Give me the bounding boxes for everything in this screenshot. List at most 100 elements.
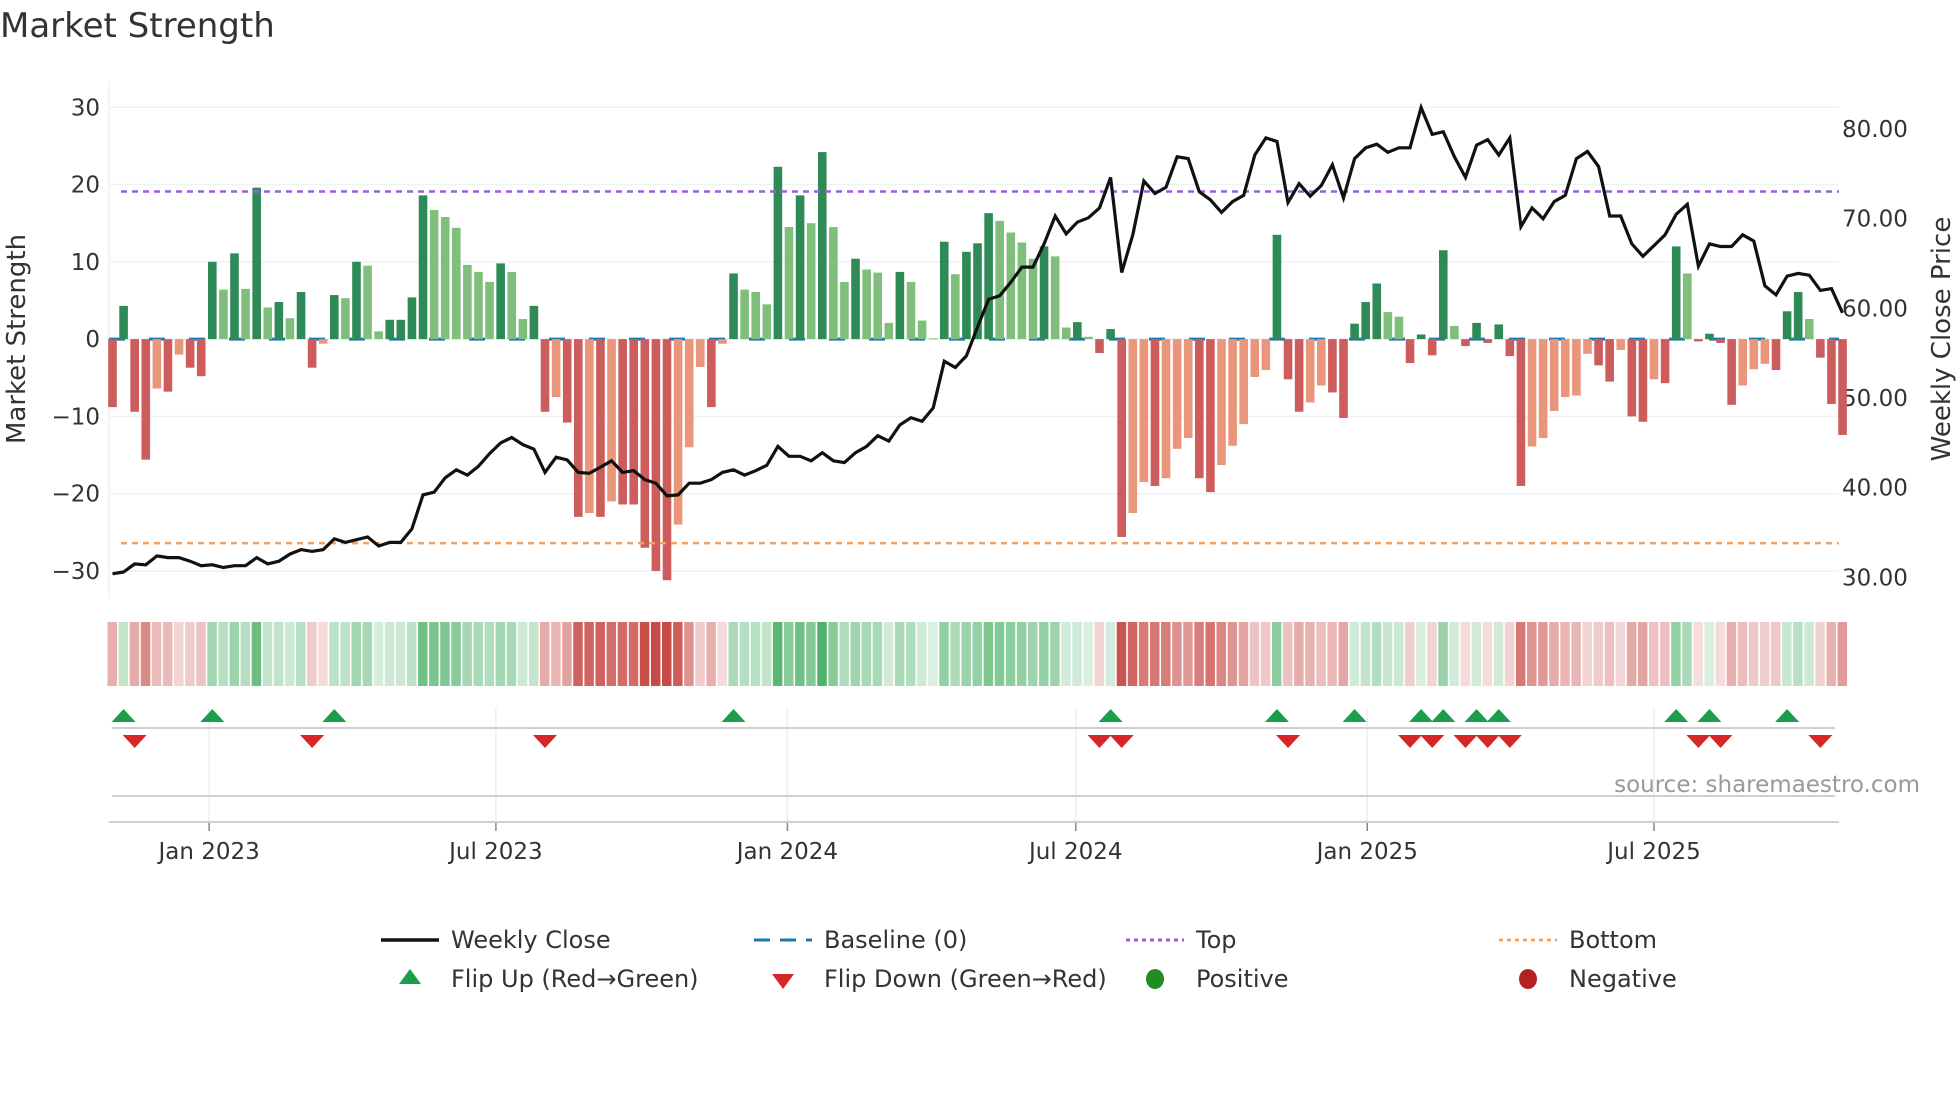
x-tick-label: Jul 2024	[1027, 839, 1123, 865]
strength-bar	[562, 339, 572, 423]
strength-bar	[1560, 339, 1570, 398]
strength-bar	[1139, 339, 1149, 483]
strength-strip-cell	[517, 622, 528, 686]
y2-tick-label: 80.00	[1842, 117, 1908, 143]
strength-strip-cell	[1793, 622, 1803, 686]
strength-strip-cell	[1660, 622, 1670, 686]
strength-strip-cell	[728, 622, 739, 686]
strength-strip-cell	[418, 622, 428, 686]
strength-strip-cell	[1116, 622, 1127, 686]
strength-strip-cell	[484, 622, 495, 686]
flip-down-marker	[533, 735, 558, 748]
strength-bar	[1461, 339, 1470, 347]
strength-strip-cell	[917, 622, 927, 686]
flip-up-marker	[1264, 709, 1289, 722]
x-tick-label: Jul 2025	[1605, 839, 1701, 865]
source-credit: source: sharemaestro.com	[1614, 772, 1920, 798]
strength-strip-cell	[473, 622, 483, 686]
strength-bar	[1006, 232, 1016, 340]
strength-bar	[1294, 339, 1304, 412]
strength-strip-cell	[894, 622, 905, 686]
flip-up-marker	[1664, 709, 1689, 722]
strength-bar	[1671, 246, 1681, 340]
strength-strip-cell	[1515, 622, 1526, 686]
strength-bar	[1716, 339, 1725, 343]
strength-strip-cell	[1327, 622, 1337, 686]
strength-strip-cell	[1127, 622, 1138, 686]
strength-bar	[851, 258, 860, 340]
strength-strip-cell	[1094, 622, 1105, 686]
strength-bar	[1439, 250, 1448, 340]
strength-strip-cell	[351, 622, 361, 686]
strength-bar	[108, 339, 117, 408]
strength-bar	[1705, 333, 1714, 340]
flip-up-marker	[200, 709, 225, 722]
strength-bar	[1328, 339, 1337, 393]
strength-bar	[485, 281, 494, 340]
flip-up-marker	[1342, 709, 1367, 722]
strength-bar	[241, 288, 250, 340]
strength-bar	[1694, 339, 1703, 342]
strength-strip-cell	[573, 622, 583, 686]
strength-bar	[1549, 339, 1559, 411]
strength-bar	[1405, 339, 1415, 364]
flip-up-marker	[1431, 709, 1456, 722]
strength-strip-cell	[684, 622, 694, 686]
strength-bar	[651, 339, 661, 571]
strength-strip-cell	[1482, 622, 1493, 686]
strength-strip-cell	[429, 622, 439, 686]
strength-bar	[840, 281, 849, 340]
strength-strip-cell	[861, 622, 872, 686]
strength-strip-cell	[1582, 622, 1592, 686]
y-axis-label: Market Strength	[2, 234, 32, 444]
strength-strip-cell	[340, 622, 350, 686]
x-tick-label: Jan 2023	[156, 839, 259, 865]
strength-bar	[1827, 339, 1836, 405]
flip-down-marker	[300, 735, 325, 748]
strength-strip-cell	[1682, 622, 1692, 686]
y-tick-label: −30	[51, 559, 100, 585]
strength-strip-cell	[928, 622, 938, 686]
strength-bar	[762, 304, 772, 340]
strength-strip-cell	[961, 622, 971, 686]
strength-bar	[640, 339, 650, 548]
strength-strip-cell	[495, 622, 506, 686]
strength-bar	[829, 227, 838, 340]
strength-strip-cell	[196, 622, 206, 686]
strength-bar	[662, 339, 672, 581]
strength-strip-cell	[129, 622, 140, 686]
flip-up-marker	[1697, 709, 1722, 722]
strength-bar	[418, 195, 428, 340]
strength-bar	[1516, 339, 1526, 486]
strength-bar	[707, 339, 716, 408]
strength-strip-cell	[107, 622, 117, 686]
strength-strip-cell	[451, 622, 461, 686]
strength-strip-cell	[262, 622, 273, 686]
strength-strip-cell	[251, 622, 262, 686]
strength-bar	[1627, 339, 1637, 417]
strength-bar	[1217, 339, 1226, 466]
strength-bar	[1649, 339, 1659, 380]
strength-bar	[208, 261, 217, 340]
strength-strip-cell	[395, 622, 406, 686]
flip-up-marker	[721, 709, 746, 722]
strength-strip-cell	[905, 622, 916, 686]
strength-bar	[862, 269, 871, 340]
strength-bar	[1427, 339, 1437, 356]
strength-bar	[1061, 327, 1071, 340]
strength-strip-cell	[1382, 622, 1393, 686]
strength-strip-cell	[695, 622, 705, 686]
strength-bar	[1572, 339, 1581, 396]
strength-bar	[1073, 322, 1082, 340]
flip-down-marker	[1475, 735, 1500, 748]
strength-strip-cell	[1471, 622, 1482, 686]
strength-bar	[1261, 339, 1271, 371]
strength-bar	[1749, 339, 1759, 370]
strength-bar	[307, 339, 317, 368]
strength-strip-cell	[717, 622, 727, 686]
strength-bar	[163, 339, 173, 392]
x-tick-label: Jan 2024	[735, 839, 838, 865]
strength-bar	[917, 320, 927, 340]
strength-bar	[1195, 339, 1204, 479]
